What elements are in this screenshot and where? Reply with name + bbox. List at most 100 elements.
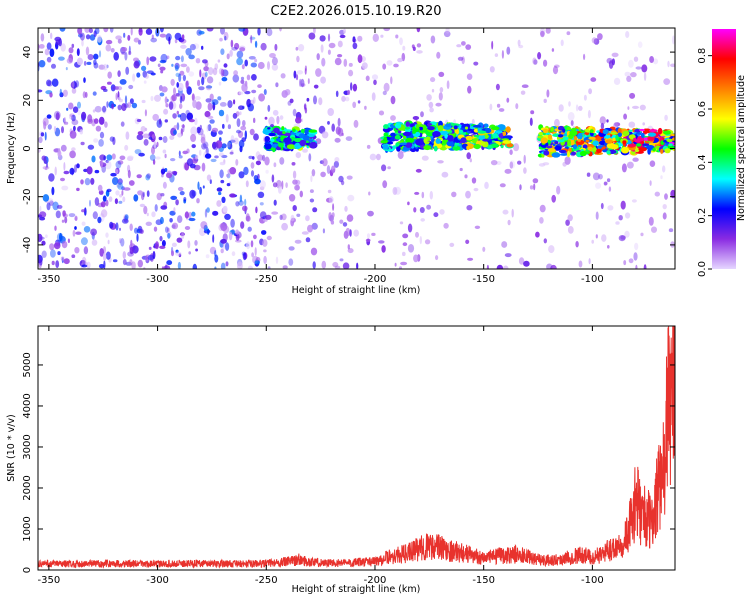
heatmap-cell bbox=[518, 257, 525, 265]
heatmap-cell bbox=[145, 221, 152, 226]
spectrogram-y-tick-label: 20 bbox=[22, 94, 33, 107]
heatmap-cell bbox=[264, 214, 272, 220]
heatmap-cell bbox=[107, 71, 112, 79]
heatmap-cell bbox=[343, 28, 346, 34]
heatmap-cell bbox=[271, 57, 278, 66]
heatmap-cell bbox=[176, 82, 179, 88]
heatmap-cell bbox=[235, 229, 240, 235]
heatmap-signal-cell bbox=[395, 122, 402, 129]
heatmap-cell bbox=[91, 239, 98, 246]
heatmap-cell bbox=[501, 50, 504, 59]
heatmap-cell bbox=[221, 154, 228, 159]
heatmap-cell bbox=[202, 59, 208, 64]
heatmap-cell bbox=[38, 89, 43, 93]
heatmap-cell bbox=[507, 219, 511, 226]
heatmap-cell bbox=[173, 125, 178, 129]
heatmap-cell bbox=[179, 103, 183, 109]
heatmap-cell bbox=[86, 261, 91, 269]
heatmap-cell bbox=[251, 74, 257, 81]
heatmap-signal-cell bbox=[465, 135, 474, 141]
heatmap-cell bbox=[113, 51, 119, 61]
heatmap-cell bbox=[77, 101, 81, 109]
heatmap-cell bbox=[132, 73, 136, 82]
heatmap-cell bbox=[81, 39, 84, 47]
heatmap-cell bbox=[545, 28, 551, 34]
heatmap-cell bbox=[242, 252, 247, 261]
heatmap-cell bbox=[624, 230, 630, 238]
heatmap-cell bbox=[643, 72, 647, 81]
heatmap-cell bbox=[119, 238, 122, 244]
heatmap-cell bbox=[234, 42, 240, 50]
heatmap-cell bbox=[46, 202, 51, 211]
heatmap-signal-cell bbox=[562, 128, 566, 133]
heatmap-signal-cell bbox=[454, 128, 459, 134]
heatmap-signal-cell bbox=[663, 130, 671, 135]
heatmap-signal-cell bbox=[494, 130, 503, 134]
heatmap-cell bbox=[80, 141, 85, 146]
heatmap-cell bbox=[623, 260, 627, 266]
heatmap-signal-cell bbox=[447, 135, 454, 142]
heatmap-signal-cell bbox=[294, 142, 302, 150]
heatmap-cell bbox=[74, 226, 77, 230]
heatmap-cell bbox=[79, 32, 85, 41]
heatmap-cell bbox=[238, 200, 244, 206]
heatmap-signal-cell bbox=[490, 126, 500, 131]
heatmap-cell bbox=[170, 158, 176, 162]
heatmap-cell bbox=[626, 75, 632, 82]
heatmap-signal-cell bbox=[606, 150, 611, 155]
heatmap-cell bbox=[41, 240, 46, 246]
spectrogram-y-tick-label: 0 bbox=[22, 145, 33, 151]
heatmap-signal-cell bbox=[412, 131, 416, 134]
heatmap-signal-cell bbox=[268, 132, 276, 137]
spectrogram-y-ticks: 40 20 0 -20 -40 bbox=[22, 46, 675, 253]
heatmap-cell bbox=[201, 162, 206, 172]
heatmap-signal-cell bbox=[585, 139, 590, 143]
heatmap-signal-cell bbox=[638, 147, 647, 152]
heatmap-cell bbox=[382, 180, 388, 189]
heatmap-cell bbox=[164, 96, 168, 105]
heatmap-signal-cell bbox=[595, 136, 602, 142]
heatmap-signal-cell bbox=[396, 145, 401, 152]
heatmap-cell bbox=[513, 143, 520, 152]
heatmap-cell bbox=[465, 239, 470, 244]
heatmap-cell bbox=[313, 28, 316, 34]
heatmap-cell bbox=[248, 56, 256, 60]
heatmap-cell bbox=[341, 95, 346, 102]
heatmap-cell bbox=[279, 28, 282, 32]
heatmap-cell bbox=[151, 34, 154, 40]
heatmap-cell bbox=[90, 177, 95, 185]
heatmap-cell bbox=[165, 33, 172, 41]
heatmap-cell bbox=[42, 117, 49, 126]
heatmap-signal-cell bbox=[573, 135, 578, 141]
heatmap-cell bbox=[471, 177, 477, 184]
heatmap-cell bbox=[348, 62, 353, 67]
heatmap-cell bbox=[413, 254, 419, 263]
heatmap-cell bbox=[271, 211, 279, 215]
heatmap-signal-cell bbox=[390, 132, 396, 137]
heatmap-cell bbox=[246, 241, 251, 250]
heatmap-cell bbox=[229, 139, 236, 143]
heatmap-signal-cell bbox=[309, 141, 318, 149]
heatmap-cell bbox=[535, 231, 540, 238]
heatmap-cell bbox=[171, 250, 174, 257]
heatmap-cell bbox=[171, 242, 177, 247]
heatmap-cell bbox=[214, 155, 219, 159]
heatmap-cell bbox=[121, 103, 127, 112]
heatmap-cell bbox=[97, 216, 102, 224]
heatmap-cell bbox=[539, 204, 546, 213]
snr-y-tick-label: 2000 bbox=[22, 475, 33, 500]
heatmap-cell bbox=[230, 135, 235, 144]
heatmap-cell bbox=[290, 214, 295, 222]
heatmap-cell bbox=[93, 59, 97, 66]
heatmap-cell bbox=[353, 229, 360, 237]
heatmap-signal-cell bbox=[423, 145, 432, 151]
heatmap-cell bbox=[546, 263, 553, 269]
heatmap-signal-cell bbox=[558, 149, 567, 154]
heatmap-cell bbox=[182, 150, 188, 155]
heatmap-cell bbox=[47, 124, 52, 130]
heatmap-cell bbox=[215, 140, 223, 149]
heatmap-signal-cell bbox=[664, 148, 671, 154]
heatmap-cell bbox=[340, 180, 345, 186]
heatmap-cell bbox=[373, 79, 377, 86]
heatmap-cell bbox=[344, 205, 348, 212]
